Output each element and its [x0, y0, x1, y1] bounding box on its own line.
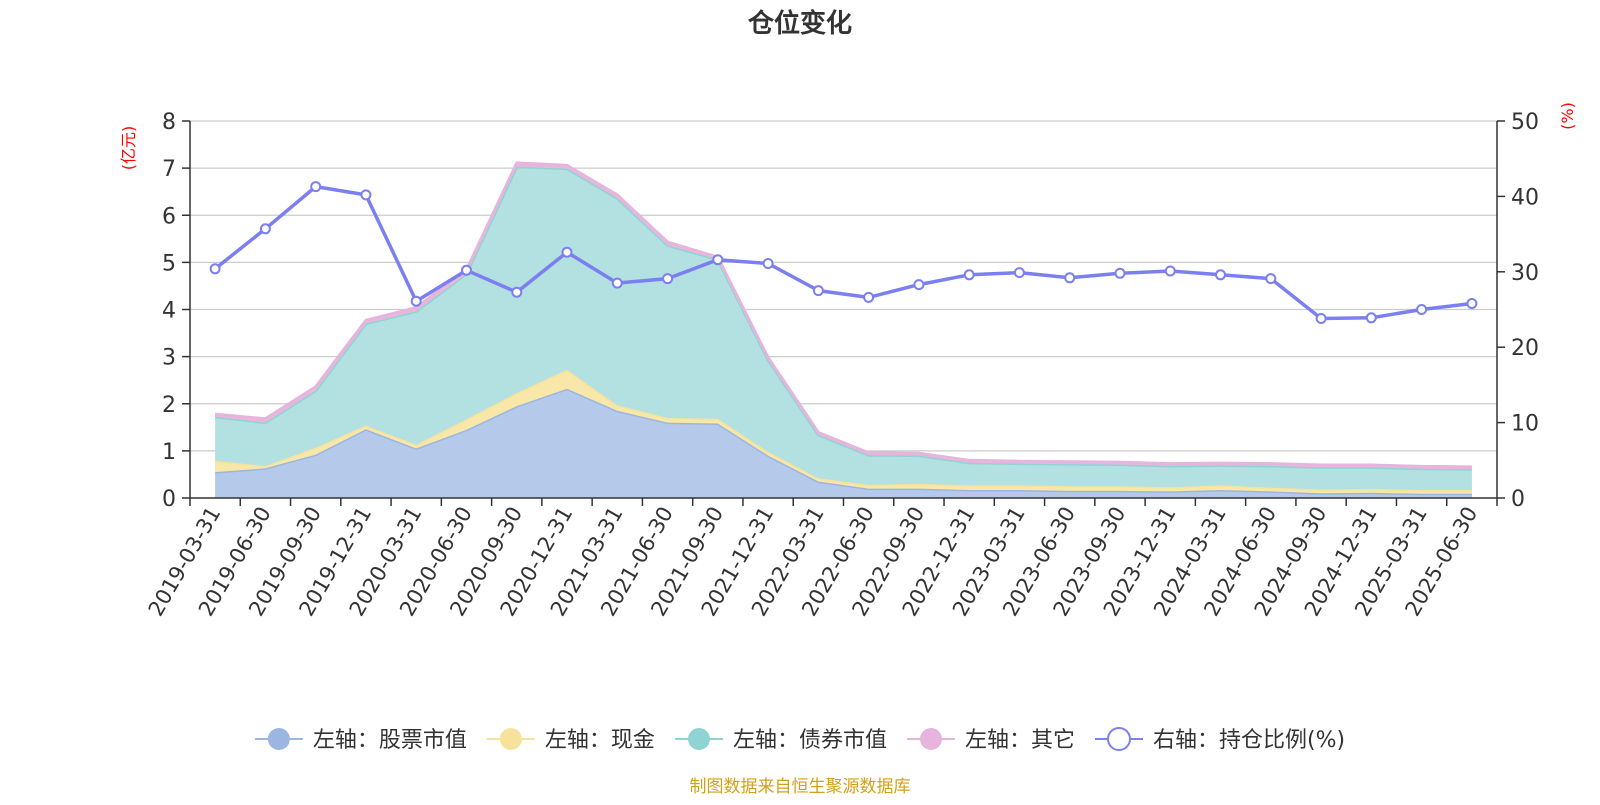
left-axis-tick-label: 7 [162, 157, 176, 182]
line-point [762, 258, 774, 269]
line-point [611, 277, 623, 289]
line-point [259, 223, 271, 235]
line-point [561, 246, 573, 258]
area-series [214, 161, 1472, 498]
line-point [1466, 298, 1478, 309]
line-point [1315, 313, 1327, 324]
legend-label: 左轴：债券市值 [733, 728, 887, 753]
line-point [1215, 269, 1226, 281]
line-point [310, 181, 322, 193]
left-axis-tick-label: 0 [162, 487, 176, 512]
left-axis-unit: (亿元) [119, 126, 138, 171]
legend-label: 左轴：现金 [545, 728, 655, 753]
line-point [1013, 267, 1025, 279]
line-point [1114, 267, 1126, 279]
right-axis-tick-label: 40 [1511, 185, 1539, 210]
area-左轴：债券市值 [215, 166, 1472, 490]
legend-label: 左轴：股票市值 [313, 728, 467, 753]
line-point [863, 291, 875, 303]
right-axis-unit: (%) [1558, 102, 1577, 130]
line-point [410, 295, 422, 307]
line-point [1164, 265, 1176, 277]
left-axis-tick-label: 1 [162, 440, 176, 465]
legend-item[interactable]: 左轴：现金 [486, 728, 655, 753]
line-point [1416, 304, 1428, 315]
line-point [1064, 272, 1076, 284]
legend-marker [499, 728, 522, 750]
area-edge-左轴：其它 [214, 161, 1472, 469]
left-axis-tick-label: 6 [162, 204, 176, 229]
area-左轴：股票市值 [215, 388, 1472, 498]
left-axis-tick-label: 5 [162, 251, 176, 276]
left-axis-tick-label: 3 [162, 346, 176, 371]
legend-item[interactable]: 左轴：其它 [907, 728, 1075, 753]
line-point [1365, 312, 1377, 324]
legend-item[interactable]: 左轴：股票市值 [254, 728, 467, 753]
line-point [662, 273, 674, 285]
chart-title: 仓位变化 [747, 8, 852, 39]
ratio-line-series [209, 181, 1478, 324]
legend-marker [920, 728, 942, 750]
legend-label: 右轴：持仓比例(%) [1153, 728, 1345, 753]
area-左轴：现金 [215, 369, 1472, 494]
legend[interactable]: 左轴：股票市值 左轴：现金 左轴：债券市值 左轴：其它 右轴：持仓比例(%) [254, 727, 1345, 753]
line-point [913, 279, 925, 291]
legend-marker [688, 728, 710, 750]
line-point [209, 263, 221, 275]
line-point [461, 264, 472, 276]
line-point [712, 254, 724, 266]
left-axis-tick-label: 4 [162, 299, 176, 324]
legend-marker [1107, 727, 1131, 751]
legend-item[interactable]: 左轴：债券市值 [675, 728, 887, 753]
line-point [360, 189, 372, 201]
left-axis-tick-label: 2 [162, 393, 176, 418]
right-axis-tick-label: 20 [1511, 336, 1539, 361]
line-point [812, 285, 824, 297]
legend-item[interactable]: 右轴：持仓比例(%) [1095, 727, 1345, 753]
line-右轴：持仓比例(%) [214, 184, 1473, 321]
right-axis-tick-label: 50 [1511, 110, 1539, 135]
line-point [963, 269, 975, 281]
left-axis-tick-label: 8 [162, 110, 176, 135]
right-axis-tick-label: 0 [1511, 487, 1525, 512]
right-axis-tick-label: 30 [1511, 261, 1539, 286]
line-point [1265, 273, 1277, 285]
line-point [511, 286, 523, 298]
legend-label: 左轴：其它 [965, 728, 1075, 753]
right-axis-tick-label: 10 [1511, 412, 1539, 437]
source-footnote: 制图数据来自恒生聚源数据库 [690, 777, 911, 797]
legend-marker [267, 728, 290, 750]
